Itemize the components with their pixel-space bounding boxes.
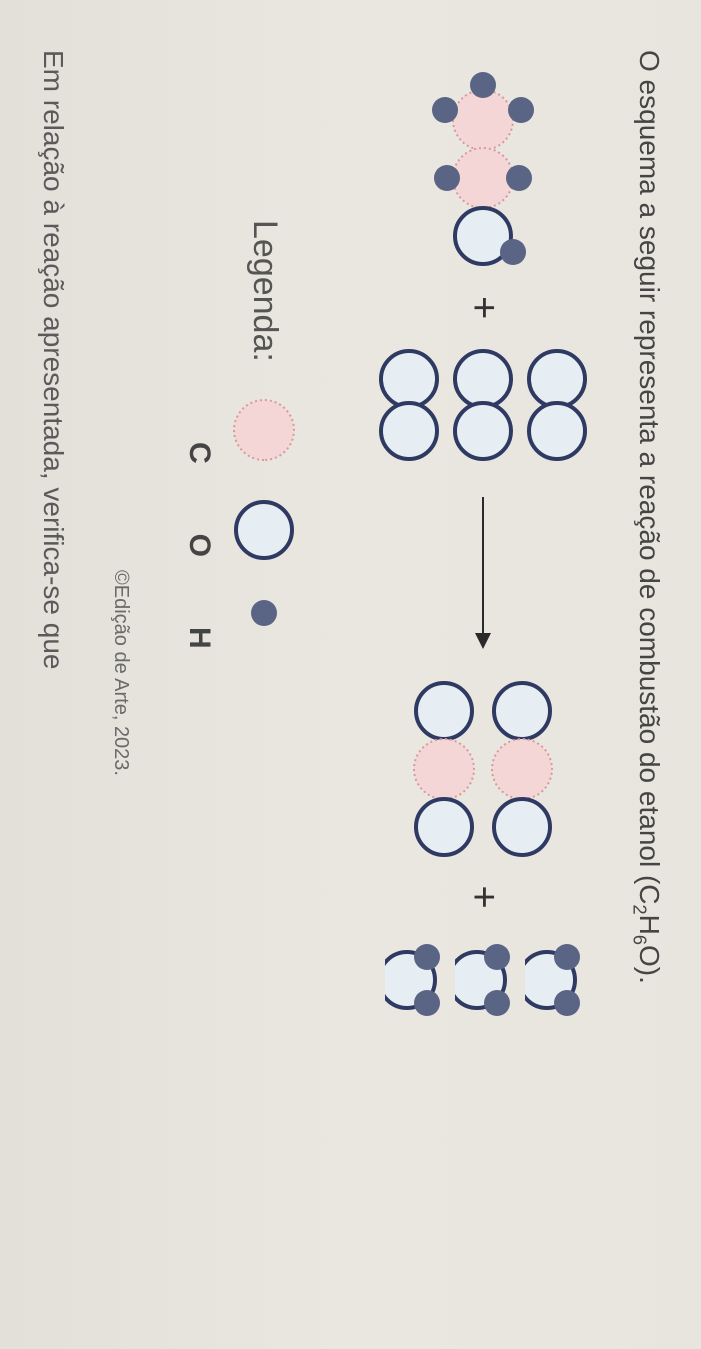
ethanol-molecule xyxy=(413,50,553,270)
legend-label: Legenda: xyxy=(245,220,284,362)
legend-label-c: C xyxy=(182,442,216,464)
water-stack xyxy=(385,935,581,1025)
reaction-diagram: + + xyxy=(368,50,598,1299)
legend-swatch-hydrogen xyxy=(247,596,281,630)
legend-labels: C O H xyxy=(182,50,216,1299)
legend-label-o: O xyxy=(182,534,216,557)
legend: Legenda: xyxy=(230,50,298,1299)
plus-operator-2: + xyxy=(461,885,506,908)
copyright: ©Edição de Arte, 2023. xyxy=(109,50,132,1299)
co2-stack xyxy=(412,679,554,859)
oxygen-stack xyxy=(379,345,587,465)
page-title: O esquema a seguir representa a reação d… xyxy=(628,50,665,1299)
reaction-arrow xyxy=(482,497,484,647)
legend-swatch-oxygen xyxy=(232,498,296,562)
plus-operator: + xyxy=(461,296,506,319)
footer-question: Em relação à reação apresentada, verific… xyxy=(37,50,69,1299)
legend-swatch-carbon xyxy=(230,396,298,464)
legend-label-h: H xyxy=(182,627,216,649)
